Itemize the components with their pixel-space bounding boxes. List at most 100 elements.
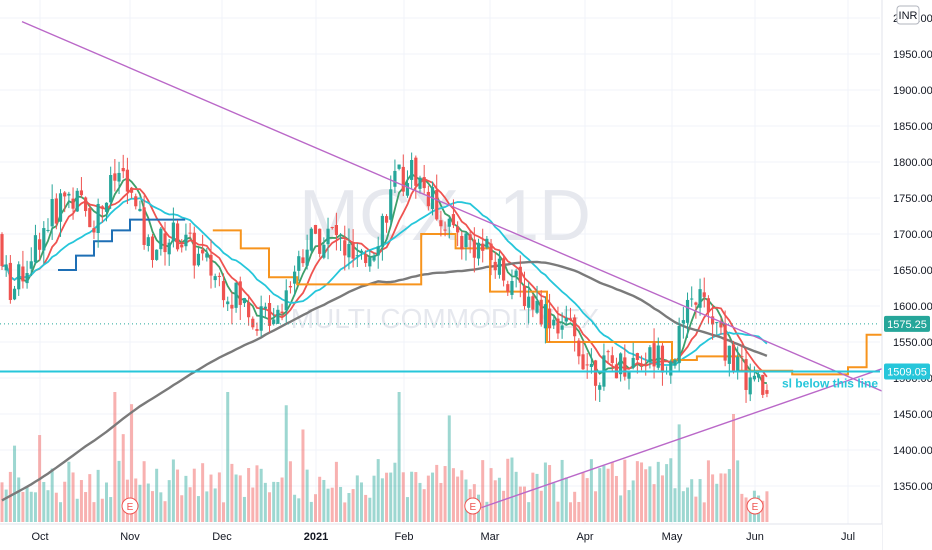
volume-bar	[297, 498, 301, 522]
volume-bar	[96, 469, 100, 522]
volume-bar	[761, 500, 765, 522]
volume-bar	[318, 476, 322, 522]
candle-body	[113, 173, 117, 181]
candle-body	[134, 196, 138, 207]
volume-bar	[59, 502, 63, 522]
x-tick-label: May	[662, 531, 683, 543]
moving-averages	[1, 172, 768, 502]
volume-bar	[510, 457, 514, 522]
volume-bar	[268, 492, 272, 522]
candle-body	[0, 234, 4, 267]
volume-bar	[188, 487, 192, 522]
candle-body	[380, 215, 384, 247]
volume-bar	[201, 463, 205, 522]
candle-body	[71, 198, 75, 209]
candle-body	[669, 361, 673, 376]
x-tick-label: Jun	[746, 531, 764, 543]
volume-bar	[242, 496, 246, 522]
x-tick-label: Oct	[31, 531, 48, 543]
candle-body	[247, 302, 251, 318]
candle-body	[4, 264, 8, 271]
candle-body	[196, 253, 201, 266]
volume-bar	[117, 460, 121, 522]
candle-body	[593, 360, 598, 386]
candle-body	[514, 270, 518, 277]
candle-body	[489, 243, 493, 261]
volume-bar	[518, 486, 522, 522]
candle-body	[372, 255, 376, 261]
candle-body	[12, 288, 17, 300]
candle-body	[644, 364, 648, 366]
candle-body	[88, 208, 92, 228]
candle-body	[171, 222, 175, 242]
candle-body	[251, 318, 255, 328]
volume-bar	[656, 461, 660, 522]
candle-body	[242, 298, 247, 304]
time-axis[interactable]: Oct Nov Dec 2021 Feb Mar Apr May Jun Jul	[0, 523, 882, 550]
volume-bar	[155, 468, 159, 522]
candle-body	[351, 241, 355, 259]
volume-bar	[196, 496, 200, 522]
candle-body	[205, 253, 209, 258]
x-tick-label: Jul	[841, 531, 855, 543]
volume-bar	[435, 464, 439, 522]
volume-bar	[226, 392, 230, 522]
volume-bar	[25, 486, 29, 522]
candle-body	[121, 167, 125, 172]
candle-body	[230, 304, 234, 309]
candle-body	[376, 246, 380, 256]
candle-body	[581, 354, 585, 370]
support-line-group[interactable]: sl below this line	[0, 323, 880, 391]
volume-bar	[205, 491, 209, 522]
candle-body	[481, 243, 485, 251]
volume-bar	[727, 469, 731, 522]
candle-body	[217, 275, 221, 277]
volume-bar	[401, 472, 405, 522]
volume-bar	[4, 489, 8, 522]
y-tick-label: 1650.00	[893, 265, 932, 277]
candle-body	[731, 344, 736, 372]
trendlines[interactable]	[21, 20, 932, 509]
volume-bar	[648, 466, 652, 522]
volume-bar	[79, 480, 83, 522]
step-line-1	[212, 229, 905, 376]
candle-body	[677, 325, 681, 364]
volume-bar	[736, 460, 740, 522]
volume-bar	[635, 461, 639, 522]
volume-bar	[681, 491, 685, 522]
volume-bar	[527, 502, 531, 522]
candle-body	[84, 197, 88, 212]
volume-bar	[213, 488, 217, 522]
volume-bar	[660, 475, 664, 522]
candle-body	[456, 226, 460, 233]
candle-body	[288, 286, 293, 288]
candle-body	[443, 229, 447, 231]
volume-bar	[556, 501, 560, 522]
candle-body	[29, 261, 33, 269]
volume-bar	[531, 472, 535, 522]
trendline-up	[481, 350, 932, 509]
volume-bar	[723, 473, 727, 522]
candle-body	[539, 299, 543, 325]
step-line-0	[58, 218, 186, 271]
candle-body	[125, 169, 129, 192]
x-tick-label: 2021	[304, 531, 328, 543]
candle-body	[464, 233, 468, 247]
candle-body	[589, 363, 593, 367]
candle-body	[761, 374, 765, 395]
volume-bar	[711, 474, 715, 522]
candle-body	[129, 187, 134, 193]
y-tick-label: 1700.00	[893, 229, 932, 241]
candle-body	[694, 302, 698, 305]
volume-bar	[100, 498, 104, 522]
y-tick-label: 1900.00	[893, 85, 932, 97]
volume-bar	[589, 459, 593, 522]
volume-bar	[702, 502, 706, 522]
currency-badge[interactable]: INR	[896, 5, 920, 25]
candle-body	[167, 242, 171, 255]
ma-mid-line	[1, 177, 768, 378]
price-axis[interactable]: 1350.001400.001450.001500.001550.001600.…	[881, 0, 932, 550]
